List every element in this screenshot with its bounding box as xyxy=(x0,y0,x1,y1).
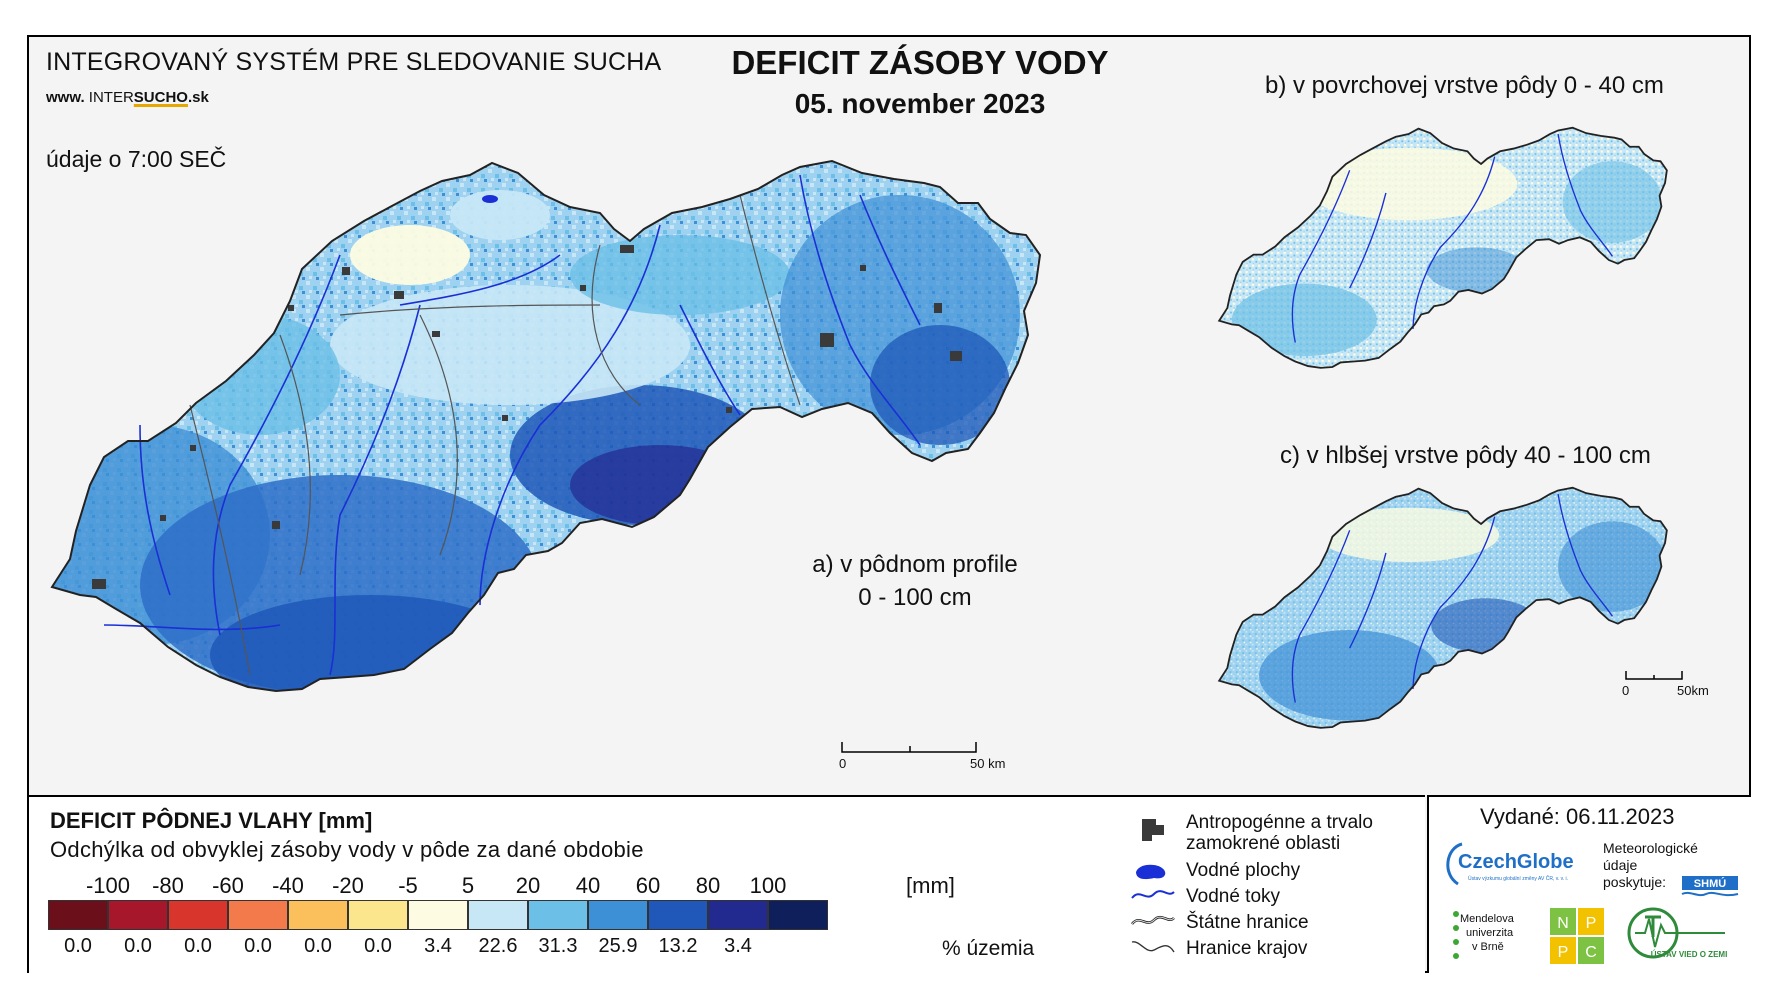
legend-swatch xyxy=(108,900,168,930)
map-surface-layer xyxy=(1218,126,1668,369)
nppc-letter: P xyxy=(1586,915,1597,932)
legend-swatch xyxy=(468,900,528,930)
panel-a-line2: 0 - 100 cm xyxy=(858,584,972,611)
panel-a-line1: a) v pôdnom profile xyxy=(812,551,1018,578)
legend-tick: -100 xyxy=(85,873,131,898)
state-border-label: Štátne hranice xyxy=(1186,912,1309,933)
legend-percentage: 0.0 xyxy=(64,935,92,957)
scale-small-start: 0 xyxy=(1622,683,1630,698)
legend-percentage: 25.9 xyxy=(598,935,638,957)
legend-percentage: 0.0 xyxy=(244,935,272,957)
czechglobe-logo: CzechGlobe Ústav výzkumu globální změny … xyxy=(1446,842,1574,886)
legend-percentage: 3.4 xyxy=(724,935,752,957)
legend-tick: -5 xyxy=(398,873,418,898)
legend-percentage: 22.6 xyxy=(478,935,518,957)
map-deep-layer xyxy=(1218,486,1668,729)
legend-tick: -80 xyxy=(152,873,184,898)
anthropogenic-icon xyxy=(1142,819,1164,841)
legend-swatch xyxy=(228,900,288,930)
mendel-university-logo: Mendelova univerzita v Brně xyxy=(1460,913,1514,953)
scale-main-end: 50 km xyxy=(970,756,1006,771)
scale-main-start: 0 xyxy=(839,756,847,771)
region-border-label: Hranice krajov xyxy=(1186,938,1308,959)
scale-bar-small xyxy=(1625,671,1683,680)
legend-percentage: 0.0 xyxy=(124,935,152,957)
water-area-label: Vodné plochy xyxy=(1186,860,1301,881)
legend-swatch xyxy=(708,900,768,930)
svg-text:Ústav výzkumu globální změny A: Ústav výzkumu globální změny AV ČR, v. v… xyxy=(1468,875,1568,882)
legend-tick: 40 xyxy=(575,873,601,898)
water-area-icon xyxy=(1136,864,1166,880)
legend-tick: 60 xyxy=(635,873,661,898)
main-map-soil-profile xyxy=(51,160,1041,692)
anthropogenic-label: Antropogénne a trvalo zamokrené oblasti xyxy=(1186,812,1373,854)
legend-tick: -60 xyxy=(212,873,244,898)
earth-science-institute-logo: ÚSTAV VIED O ZEMI xyxy=(1627,907,1728,959)
legend-percentage: 0.0 xyxy=(184,935,212,957)
legend-swatch xyxy=(588,900,648,930)
legend-swatch xyxy=(168,900,228,930)
legend-percentage: 31.3 xyxy=(538,935,578,957)
legend-panel xyxy=(29,795,1425,973)
shmu-logo: SHMÚ xyxy=(1681,876,1739,897)
nppc-letter: P xyxy=(1558,944,1569,961)
nppc-logo: N P P C xyxy=(1550,908,1604,964)
meteo-provider: Meteorologické údaje poskytuje: xyxy=(1603,840,1698,890)
panel-b-label: b) v povrchovej vrstve pôdy 0 - 40 cm xyxy=(1265,72,1664,99)
state-border-icon xyxy=(1130,915,1175,925)
observation-time: údaje o 7:00 SEČ xyxy=(46,146,227,172)
legend-swatch xyxy=(48,900,108,930)
legend-pct-label: % územia xyxy=(942,937,1035,960)
svg-text:SHMÚ: SHMÚ xyxy=(1694,877,1726,890)
region-border-icon xyxy=(1131,941,1175,953)
legend-swatch xyxy=(408,900,468,930)
legend-percentage: 0.0 xyxy=(304,935,332,957)
legend-swatch xyxy=(768,900,828,930)
legend-swatch xyxy=(348,900,408,930)
legend-swatch xyxy=(648,900,708,930)
river-icon xyxy=(1131,890,1175,899)
legend-tick: 5 xyxy=(461,873,475,898)
legend-tick: -40 xyxy=(272,873,304,898)
panel-c-label: c) v hlbšej vrstve pôdy 40 - 100 cm xyxy=(1280,442,1651,469)
legend-percentage: 0.0 xyxy=(364,935,392,957)
legend-title: DEFICIT PÔDNEJ VLAHY [mm] xyxy=(50,808,373,833)
legend-tick: 80 xyxy=(695,873,721,898)
mendel-dots-icon xyxy=(1453,911,1459,959)
scale-bar-main xyxy=(841,742,977,753)
svg-text:ÚSTAV VIED O ZEMI: ÚSTAV VIED O ZEMI xyxy=(1651,950,1728,959)
legend-tick: 100 xyxy=(749,873,787,898)
river-label: Vodné toky xyxy=(1186,886,1281,907)
legend-percentage: 3.4 xyxy=(424,935,452,957)
website-link[interactable]: www. INTERSUCHO.sk xyxy=(46,89,209,106)
issued-date: Vydané: 06.11.2023 xyxy=(1480,804,1675,829)
system-title: INTEGROVANÝ SYSTÉM PRE SLEDOVANIE SUCHA xyxy=(46,48,662,76)
legend-swatch xyxy=(528,900,588,930)
panel-a-label: a) v pôdnom profile 0 - 100 cm xyxy=(790,548,1040,614)
legend-percentage: 13.2 xyxy=(658,935,698,957)
legend-tick: 20 xyxy=(515,873,541,898)
legend-tick: -20 xyxy=(332,873,364,898)
svg-text:CzechGlobe: CzechGlobe xyxy=(1458,851,1574,873)
scale-small-end: 50km xyxy=(1677,683,1709,698)
legend-unit: [mm] xyxy=(906,873,955,898)
map-date: 05. november 2023 xyxy=(794,88,1046,119)
map-title: DEFICIT ZÁSOBY VODY xyxy=(731,44,1109,81)
legend-subtitle: Odchýlka od obvyklej zásoby vody v pôde … xyxy=(50,837,644,862)
legend-swatch xyxy=(288,900,348,930)
nppc-letter: N xyxy=(1557,915,1569,932)
nppc-letter: C xyxy=(1585,944,1597,961)
